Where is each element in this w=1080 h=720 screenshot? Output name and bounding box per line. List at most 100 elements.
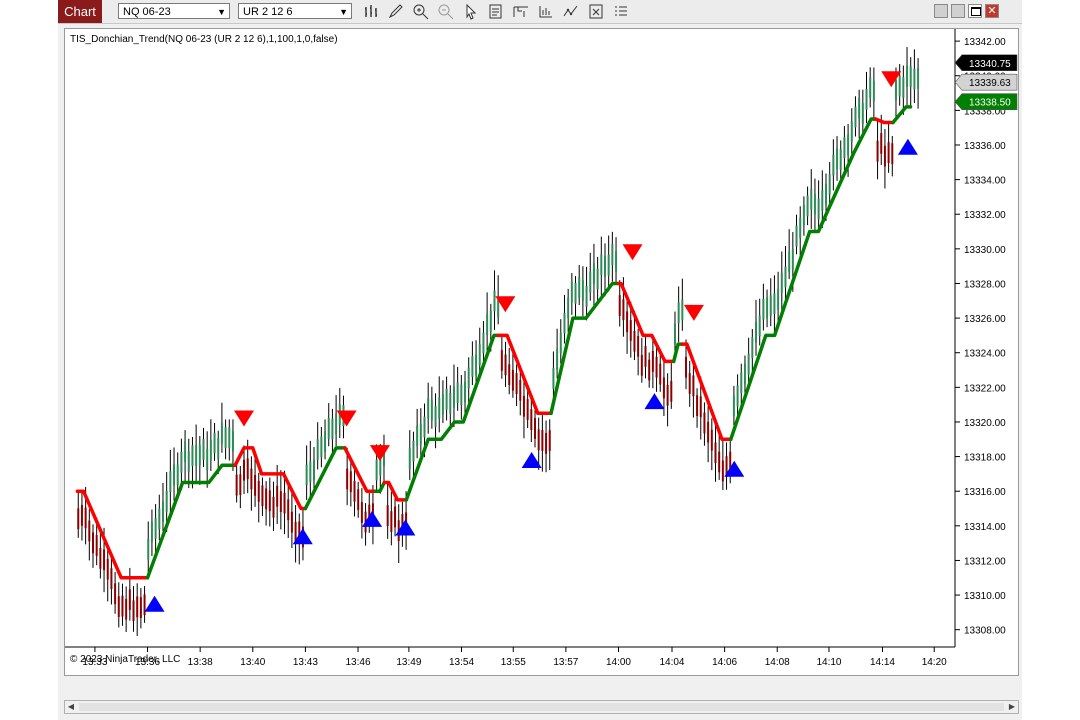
y-tick-label: 13332.00 xyxy=(964,210,1006,221)
price-bar-body xyxy=(902,77,905,98)
x-tick-label: 13:49 xyxy=(396,657,421,668)
bar-type-icon[interactable] xyxy=(362,3,380,20)
price-bar-body xyxy=(375,459,378,481)
close-icon[interactable]: ✕ xyxy=(985,4,999,18)
price-bar-body xyxy=(791,248,794,270)
price-bar-body xyxy=(88,520,91,542)
price-bar-body xyxy=(670,380,673,402)
x-tick-label: 13:33 xyxy=(82,657,107,668)
price-bar-body xyxy=(228,427,231,449)
trend-line-up xyxy=(303,446,347,511)
y-tick-label: 13318.00 xyxy=(964,453,1006,464)
templates-icon[interactable] xyxy=(587,3,605,20)
tile-icon[interactable] xyxy=(934,4,948,18)
sell-signal-triangle xyxy=(369,445,390,462)
price-bar-body xyxy=(725,456,728,477)
scroll-right-icon[interactable]: ▶ xyxy=(1008,702,1016,711)
price-bar-body xyxy=(173,464,176,486)
price-bar-body xyxy=(633,330,636,352)
chart-panel[interactable]: 13308.00 13310.00 13312.00 13314.00 13316.00… xyxy=(64,28,1019,676)
zoom-in-icon[interactable] xyxy=(412,3,430,20)
bar-type-selector[interactable]: UR 2 12 6 ▼ xyxy=(238,3,352,19)
price-bar-body xyxy=(224,427,227,449)
properties-icon[interactable] xyxy=(612,3,630,20)
price-bar-body xyxy=(574,283,577,304)
price-bar-body xyxy=(231,430,234,452)
select-pointer-icon[interactable] xyxy=(462,3,480,20)
price-bar-body xyxy=(320,436,323,458)
price-bar-body xyxy=(618,295,621,316)
x-tick-label: 14:06 xyxy=(712,657,737,668)
zoom-out-icon[interactable] xyxy=(437,3,455,20)
chart-tab[interactable]: Chart xyxy=(58,0,102,23)
chevron-down-icon: ▼ xyxy=(339,7,348,17)
indicators-icon[interactable] xyxy=(562,3,580,20)
price-bar-body xyxy=(394,506,397,528)
instrument-selector[interactable]: NQ 06-23 ▼ xyxy=(118,3,230,19)
price-bar-body xyxy=(176,464,179,486)
price-bar-body xyxy=(589,271,592,293)
price-bar-body xyxy=(707,421,710,443)
trend-line-up xyxy=(729,117,878,442)
minimize-icon[interactable] xyxy=(951,4,965,18)
price-bar-body xyxy=(662,377,665,399)
price-bar-body xyxy=(854,106,857,128)
price-bar-body xyxy=(357,489,360,510)
y-tick-label: 13324.00 xyxy=(964,349,1006,360)
price-bar-body xyxy=(213,432,216,454)
trend-line-down xyxy=(343,446,378,493)
price-bar-body xyxy=(784,266,787,288)
drawing-tool-icon[interactable] xyxy=(387,3,405,20)
price-bar-body xyxy=(434,406,437,427)
price-bar-body xyxy=(180,451,183,473)
horizontal-scrollbar[interactable]: ◀ ▶ xyxy=(64,700,1019,714)
price-bar-body xyxy=(817,198,820,220)
x-tick-label: 14:14 xyxy=(870,657,895,668)
sell-signal-triangle xyxy=(495,296,516,313)
price-bar-body xyxy=(692,375,695,397)
y-tick-label: 13336.00 xyxy=(964,141,1006,152)
x-tick-label: 14:20 xyxy=(922,657,947,668)
price-bar-body xyxy=(622,299,625,321)
price-bar-body xyxy=(537,429,540,451)
price-marker-tag xyxy=(954,93,1018,111)
price-bar-body xyxy=(891,143,894,165)
price-bar-body xyxy=(917,67,920,89)
data-box-icon[interactable] xyxy=(487,3,505,20)
strategies-icon[interactable] xyxy=(537,3,555,20)
price-bar-body xyxy=(412,440,415,462)
price-bar-body xyxy=(331,418,334,440)
price-bar-body xyxy=(758,315,761,337)
x-tick-label: 13:38 xyxy=(188,657,213,668)
maximize-icon[interactable] xyxy=(968,4,982,18)
buy-signal-triangle xyxy=(724,460,745,477)
price-bar-body xyxy=(486,314,489,336)
price-bar-body xyxy=(872,80,875,102)
price-bar-body xyxy=(699,396,702,418)
scrollbar-thumb[interactable] xyxy=(79,703,1004,711)
price-bar-body xyxy=(312,459,315,481)
price-bar-body xyxy=(349,471,352,493)
price-chart[interactable]: 13308.00 13310.00 13312.00 13314.00 13316.00… xyxy=(65,29,1018,675)
price-bar-body xyxy=(534,418,537,439)
y-tick-label: 13328.00 xyxy=(964,279,1006,290)
price-bar-body xyxy=(187,451,190,473)
price-bar-body xyxy=(585,286,588,307)
sell-signal-triangle xyxy=(881,71,902,88)
x-tick-label: 13:55 xyxy=(501,657,526,668)
y-tick-label: 13342.00 xyxy=(964,37,1006,48)
trend-line-down xyxy=(496,333,553,416)
price-bar-body xyxy=(360,502,363,523)
price-bar-body xyxy=(460,384,463,406)
trend-line-up xyxy=(549,281,621,416)
price-bar-body xyxy=(836,148,839,170)
price-bar-body xyxy=(184,441,187,462)
trend-line-down xyxy=(616,281,676,364)
price-bar-body xyxy=(508,364,511,386)
price-bar-body xyxy=(806,195,809,217)
price-bar-body xyxy=(110,568,113,589)
scroll-left-icon[interactable]: ◀ xyxy=(67,702,75,711)
chart-trader-icon[interactable] xyxy=(512,3,530,20)
price-bar-body xyxy=(497,296,500,318)
trend-line-down xyxy=(233,446,308,511)
